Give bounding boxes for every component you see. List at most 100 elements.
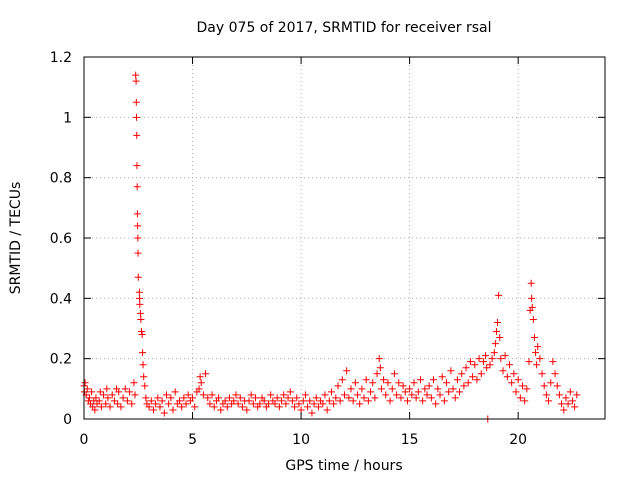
data-point bbox=[206, 400, 214, 408]
data-point bbox=[301, 391, 309, 399]
data-point bbox=[403, 397, 411, 405]
data-point bbox=[503, 373, 511, 381]
data-point bbox=[238, 403, 246, 411]
data-point bbox=[560, 406, 568, 414]
data-point bbox=[195, 385, 203, 393]
data-point bbox=[419, 397, 427, 405]
data-point bbox=[453, 376, 461, 384]
data-point bbox=[528, 303, 536, 311]
data-point bbox=[358, 385, 366, 393]
data-point bbox=[330, 400, 338, 408]
data-point bbox=[136, 309, 144, 317]
data-point bbox=[533, 361, 541, 369]
data-point bbox=[130, 379, 138, 387]
y-tick-label: 1 bbox=[63, 110, 72, 126]
data-point bbox=[438, 373, 446, 381]
data-point bbox=[295, 400, 303, 408]
data-point bbox=[510, 370, 518, 378]
x-tick-label: 15 bbox=[401, 432, 419, 448]
data-point bbox=[347, 385, 355, 393]
data-point bbox=[154, 394, 162, 402]
data-point bbox=[436, 391, 444, 399]
data-point bbox=[312, 394, 320, 402]
data-point bbox=[230, 397, 238, 405]
data-point bbox=[310, 400, 318, 408]
y-tick-label: 0.6 bbox=[50, 231, 72, 247]
data-point bbox=[123, 397, 131, 405]
data-point bbox=[217, 406, 225, 414]
data-point bbox=[271, 400, 279, 408]
data-point bbox=[114, 400, 122, 408]
data-point bbox=[521, 397, 529, 405]
data-point bbox=[319, 400, 327, 408]
data-point bbox=[88, 388, 96, 396]
data-point bbox=[267, 391, 275, 399]
data-point bbox=[288, 397, 296, 405]
data-point bbox=[432, 400, 440, 408]
data-point bbox=[375, 355, 383, 363]
data-point bbox=[96, 388, 104, 396]
data-point bbox=[191, 403, 199, 411]
data-point bbox=[106, 403, 114, 411]
data-point bbox=[406, 385, 414, 393]
x-axis-title: GPS time / hours bbox=[285, 458, 402, 474]
data-point bbox=[208, 391, 216, 399]
data-point bbox=[558, 400, 566, 408]
data-point bbox=[117, 403, 125, 411]
x-tick-label: 0 bbox=[80, 432, 89, 448]
data-points bbox=[80, 71, 581, 423]
data-point bbox=[133, 210, 141, 218]
data-point bbox=[196, 373, 204, 381]
data-point bbox=[397, 394, 405, 402]
data-point bbox=[152, 400, 160, 408]
data-point bbox=[321, 391, 329, 399]
data-point bbox=[299, 397, 307, 405]
data-point bbox=[440, 397, 448, 405]
data-point bbox=[133, 183, 141, 191]
x-tick-label: 20 bbox=[509, 432, 527, 448]
data-point bbox=[564, 400, 572, 408]
data-point bbox=[462, 364, 470, 372]
data-point bbox=[210, 403, 218, 411]
y-tick-label: 0.8 bbox=[50, 171, 72, 187]
data-point bbox=[494, 318, 502, 326]
data-point bbox=[458, 370, 466, 378]
data-point bbox=[338, 376, 346, 384]
data-point bbox=[132, 77, 140, 85]
data-point bbox=[282, 400, 290, 408]
data-point bbox=[519, 382, 527, 390]
data-point bbox=[530, 334, 538, 342]
data-point bbox=[180, 394, 188, 402]
data-point bbox=[386, 397, 394, 405]
data-point bbox=[430, 376, 438, 384]
data-point bbox=[464, 379, 472, 387]
data-point bbox=[325, 397, 333, 405]
data-point bbox=[449, 385, 457, 393]
data-point bbox=[545, 397, 553, 405]
data-point bbox=[566, 388, 574, 396]
data-point bbox=[110, 397, 118, 405]
data-point bbox=[92, 394, 100, 402]
data-point bbox=[376, 364, 384, 372]
data-point bbox=[126, 388, 134, 396]
data-point bbox=[234, 400, 242, 408]
data-point bbox=[529, 315, 537, 323]
data-point bbox=[490, 349, 498, 357]
data-point bbox=[158, 397, 166, 405]
data-point bbox=[536, 355, 544, 363]
data-point bbox=[182, 400, 190, 408]
data-point bbox=[104, 394, 112, 402]
data-point bbox=[334, 382, 342, 390]
data-point bbox=[156, 403, 164, 411]
data-point bbox=[343, 367, 351, 375]
data-point bbox=[202, 370, 210, 378]
data-point bbox=[401, 388, 409, 396]
data-point bbox=[514, 376, 522, 384]
data-point bbox=[199, 391, 207, 399]
data-point bbox=[534, 343, 542, 351]
data-point bbox=[243, 406, 251, 414]
data-point bbox=[221, 397, 229, 405]
data-point bbox=[134, 222, 142, 230]
data-point bbox=[95, 397, 103, 405]
